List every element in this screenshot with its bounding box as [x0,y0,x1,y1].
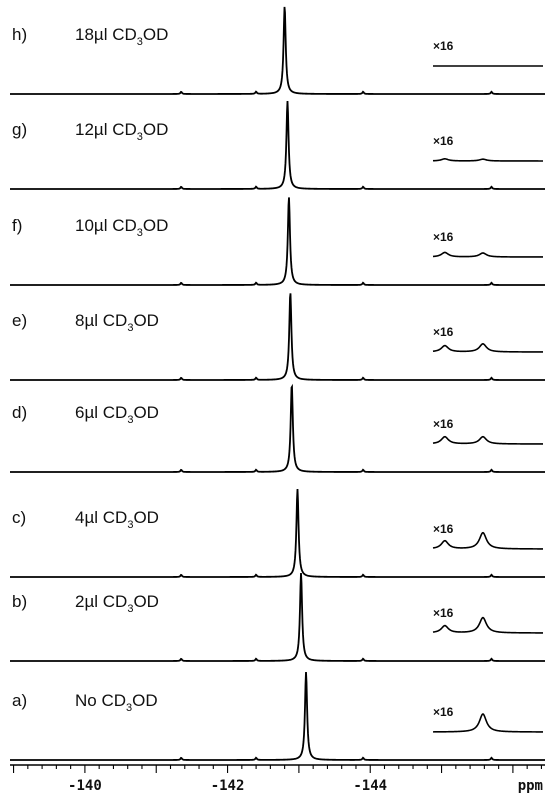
inset-scale-label-a: ×16 [433,705,454,719]
panel-label-c: c) [12,508,26,527]
sample-label-c: 4µl CD3OD [75,508,159,531]
sample-label-g: 12µl CD3OD [75,120,168,143]
x-tick-label: -140 [68,778,102,794]
spectrum-g: g) 12µl CD3OD ×16 [10,100,545,190]
panel-label-e: e) [12,311,27,330]
inset-trace-d [432,435,543,445]
inset-trace-g [432,158,543,162]
x-tick-label: -142 [211,778,245,794]
spectrum-c: c) 4µl CD3OD ×16 [10,488,545,578]
spectrum-trace-d [10,383,545,473]
panel-label-g: g) [12,120,27,139]
inset-scale-label-b: ×16 [433,606,454,620]
sample-label-a: No CD3OD [75,691,158,714]
panel-label-f: f) [12,216,22,235]
inset-trace-b [432,616,543,634]
panel-label-a: a) [12,691,27,710]
spectrum-e: e) 8µl CD3OD ×16 [10,293,545,381]
panel-label-d: d) [12,403,27,422]
spectrum-trace-f [10,197,545,286]
spectrum-trace-c [10,488,545,578]
spectrum-f: f) 10µl CD3OD ×16 [10,197,545,286]
spectrum-trace-g [10,100,545,190]
sample-label-d: 6µl CD3OD [75,403,159,426]
spectrum-a: a) No CD3OD ×16 [10,672,545,761]
sample-label-h: 18µl CD3OD [75,25,168,48]
inset-trace-e [432,343,543,353]
inset-trace-a [433,713,543,733]
spectrum-trace-b [10,573,545,662]
spectrum-b: b) 2µl CD3OD ×16 [10,573,545,662]
sample-label-b: 2µl CD3OD [75,592,159,615]
spectrum-trace-e [10,293,545,381]
inset-scale-label-e: ×16 [433,325,454,339]
spectrum-trace-h [10,6,545,95]
inset-trace-f [432,251,543,258]
inset-scale-label-g: ×16 [433,134,454,148]
panel-label-b: b) [12,592,27,611]
panel-label-h: h) [12,25,27,44]
x-axis-label: ppm [518,778,543,794]
spectrum-h: h) 18µl CD3OD ×16 [10,6,545,95]
x-tick-label: -144 [353,778,387,794]
sample-label-f: 10µl CD3OD [75,216,168,239]
inset-scale-label-f: ×16 [433,230,454,244]
inset-trace-c [432,531,544,550]
inset-scale-label-h: ×16 [433,39,454,53]
inset-scale-label-c: ×16 [433,522,454,536]
spectrum-d: d) 6µl CD3OD ×16 [10,383,545,473]
inset-scale-label-d: ×16 [433,417,454,431]
spectrum-trace-a [10,672,545,761]
x-axis: -140 -142 -144 ppm [10,764,545,794]
sample-label-e: 8µl CD3OD [75,311,159,334]
